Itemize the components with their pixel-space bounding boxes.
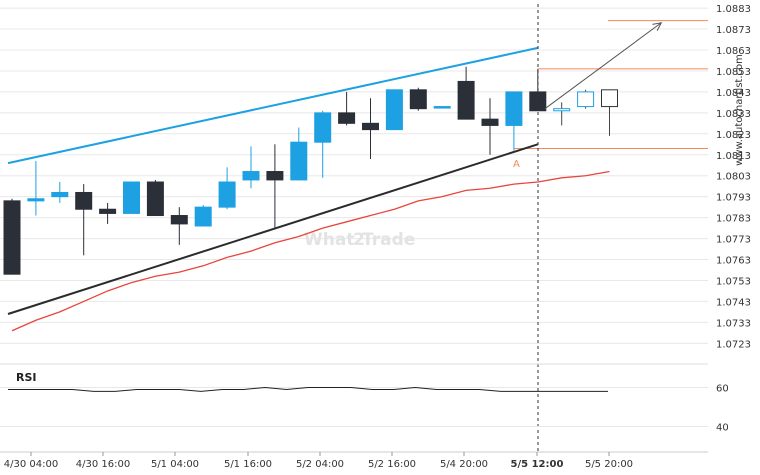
time-tick-label: 5/5 20:00 xyxy=(585,459,633,470)
price-tick-label: 1.0883 xyxy=(716,4,751,15)
point-a-label: A xyxy=(513,159,520,170)
candle-body xyxy=(146,181,164,217)
candle-body xyxy=(409,89,427,110)
candle-body xyxy=(338,112,356,124)
candle-body xyxy=(3,200,21,275)
rsi-panel: RSI 60 40 xyxy=(0,363,729,434)
forecast-candles xyxy=(553,89,618,136)
candle-body xyxy=(218,181,236,208)
candle-body xyxy=(99,208,117,214)
price-tick-label: 1.0743 xyxy=(716,297,751,308)
candle-body xyxy=(601,89,618,108)
watermark: What Trade 2 xyxy=(304,230,415,250)
level-lines xyxy=(514,20,708,149)
candle-body xyxy=(290,141,308,181)
forecast-arrow xyxy=(544,22,663,110)
candle-body xyxy=(385,89,403,131)
watermark-left-text: What xyxy=(304,230,354,250)
candle-body xyxy=(481,118,499,126)
candle-body xyxy=(75,191,93,210)
watermark-right-text: Trade xyxy=(362,230,415,250)
time-tick-label: 5/1 04:00 xyxy=(151,459,199,470)
rsi-line xyxy=(8,386,608,392)
price-tick-label: 1.0733 xyxy=(716,318,751,329)
candle-body xyxy=(433,106,451,109)
time-tick-label: 5/2 16:00 xyxy=(368,459,416,470)
candle-body xyxy=(123,181,140,214)
time-tick-label: 4/30 16:00 xyxy=(76,459,130,470)
candle-body xyxy=(505,91,523,126)
candle-body xyxy=(194,206,212,227)
rsi-tick-label: 40 xyxy=(716,423,729,434)
candle-body xyxy=(170,215,188,225)
price-tick-label: 1.0803 xyxy=(716,172,751,183)
forecast-arrow-line xyxy=(544,22,662,110)
price-tick-label: 1.0793 xyxy=(716,193,751,204)
candle-body xyxy=(242,171,260,181)
price-tick-label: 1.0773 xyxy=(716,235,751,246)
rsi-tick-label: 60 xyxy=(716,384,729,395)
forecast-arrow-head xyxy=(652,22,663,31)
candle-body xyxy=(457,80,475,120)
moving-average xyxy=(11,170,610,332)
rsi-label: RSI xyxy=(16,371,37,384)
time-tick-label: 5/4 20:00 xyxy=(440,459,488,470)
candle-body xyxy=(266,171,284,181)
time-tick-label: 4/30 04:00 xyxy=(4,459,58,470)
price-tick-label: 1.0723 xyxy=(716,339,751,350)
price-tick-label: 1.0783 xyxy=(716,214,751,225)
price-tick-label: 1.0853 xyxy=(716,67,751,78)
candle-body xyxy=(553,108,571,112)
price-axis: 1.0883 1.0873 1.0863 1.0853 1.0843 1.0833 1.08… xyxy=(716,4,751,350)
candle-body xyxy=(27,198,45,202)
source-text: www.autochartist.com xyxy=(734,54,745,166)
time-tick-label: 5/5 12:00 xyxy=(511,459,564,470)
price-tick-label: 1.0833 xyxy=(716,109,751,120)
price-tick-label: 1.0763 xyxy=(716,256,751,267)
time-tick-label: 5/2 04:00 xyxy=(296,459,344,470)
price-tick-label: 1.0863 xyxy=(716,46,751,57)
upper-channel-line xyxy=(7,46,539,165)
time-axis: 4/30 04:00 4/30 16:00 5/1 04:00 5/1 16:00 5/… xyxy=(0,451,708,470)
candles xyxy=(3,66,547,275)
candle-body xyxy=(51,191,69,198)
watermark-digit: 2 xyxy=(353,230,365,250)
lower-channel-line xyxy=(7,143,539,315)
channel-lines xyxy=(7,46,539,315)
time-tick-label: 5/1 16:00 xyxy=(224,459,272,470)
price-tick-label: 1.0823 xyxy=(716,130,751,141)
price-grid xyxy=(0,7,708,344)
moving-average-line xyxy=(11,170,610,332)
price-tick-label: 1.0873 xyxy=(716,25,751,36)
candle-body xyxy=(362,122,379,131)
price-tick-label: 1.0813 xyxy=(716,151,751,162)
candle-body xyxy=(314,112,332,143)
price-tick-label: 1.0753 xyxy=(716,276,751,287)
price-tick-label: 1.0843 xyxy=(716,88,751,99)
candle-body xyxy=(577,91,595,108)
